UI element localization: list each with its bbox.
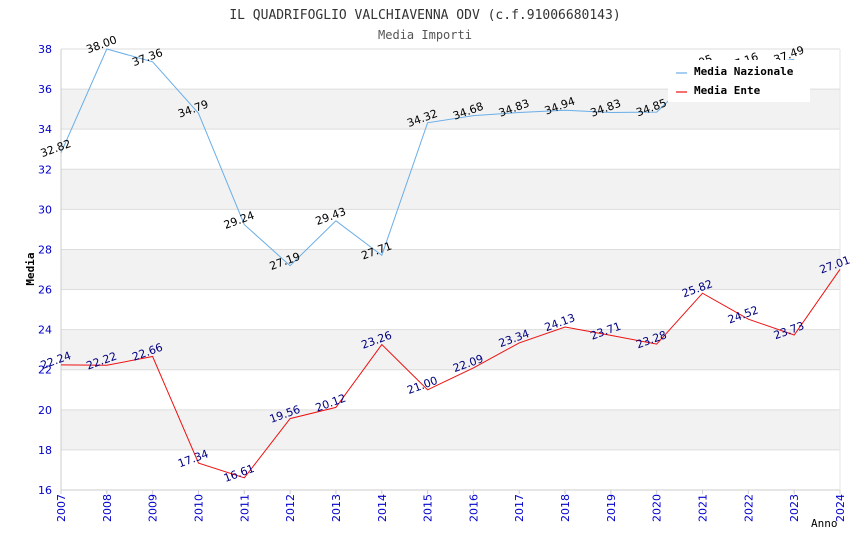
y-tick-label: 22 xyxy=(38,364,52,377)
x-tick-label: 2011 xyxy=(238,494,251,522)
x-tick-label: 2013 xyxy=(330,494,343,522)
legend-label-media-ente: Media Ente xyxy=(694,84,761,97)
y-axis-ticks: 16 18 20 22 24 26 28 30 32 34 36 38 xyxy=(38,43,52,497)
y-axis-title: Media xyxy=(24,252,37,285)
y-tick-label: 36 xyxy=(38,83,52,96)
plot-band xyxy=(61,169,840,210)
y-tick-label: 34 xyxy=(38,123,52,136)
series-line-media-ente xyxy=(60,269,841,479)
x-tick-label: 2016 xyxy=(467,494,480,522)
x-tick-label: 2020 xyxy=(651,494,664,522)
x-tick-label: 2009 xyxy=(147,494,160,522)
x-tick-label: 2007 xyxy=(55,494,68,522)
x-tick-label: 2024 xyxy=(834,494,847,522)
plot-band xyxy=(61,329,840,370)
x-tick-label: 2008 xyxy=(101,494,114,522)
plot-band xyxy=(61,409,840,450)
y-tick-label: 30 xyxy=(38,203,52,216)
data-label: 16.61 xyxy=(222,462,256,485)
legend: Media Nazionale Media Ente xyxy=(668,60,810,102)
data-label: 32.82 xyxy=(39,137,73,160)
chart-title: IL QUADRIFOGLIO VALCHIAVENNA ODV (c.f.91… xyxy=(229,8,620,23)
chart-subtitle: Media Importi xyxy=(378,28,472,42)
plot-bands xyxy=(61,89,840,450)
x-tick-label: 2017 xyxy=(513,494,526,522)
legend-box xyxy=(668,60,810,102)
y-tick-label: 18 xyxy=(38,444,52,457)
y-tick-label: 20 xyxy=(38,404,52,417)
y-tick-label: 38 xyxy=(38,43,52,56)
data-label: 24.52 xyxy=(726,303,760,326)
x-axis-ticks: 2007 2008 2009 2010 2011 2012 2013 2014 2015 2016… xyxy=(55,490,847,522)
x-tick-label: 2014 xyxy=(376,494,389,522)
plot-band xyxy=(61,249,840,290)
y-tick-label: 24 xyxy=(38,324,52,337)
y-tick-label: 26 xyxy=(38,284,52,297)
grid-lines xyxy=(61,48,840,491)
x-tick-label: 2015 xyxy=(422,494,435,522)
data-label: 21.00 xyxy=(405,374,439,397)
y-tick-label: 28 xyxy=(38,243,52,256)
x-tick-label: 2012 xyxy=(284,494,297,522)
y-tick-label: 32 xyxy=(38,163,52,176)
x-tick-label: 2023 xyxy=(788,494,801,522)
x-tick-label: 2018 xyxy=(559,494,572,522)
x-tick-label: 2022 xyxy=(742,494,755,522)
x-tick-label: 2019 xyxy=(605,494,618,522)
x-axis-title: Anno xyxy=(811,517,838,530)
x-tick-label: 2021 xyxy=(697,494,710,522)
data-label: 38.00 xyxy=(85,33,119,56)
x-tick-label: 2010 xyxy=(192,494,205,522)
y-tick-label: 16 xyxy=(38,484,52,497)
legend-label-media-nazionale: Media Nazionale xyxy=(694,65,794,78)
